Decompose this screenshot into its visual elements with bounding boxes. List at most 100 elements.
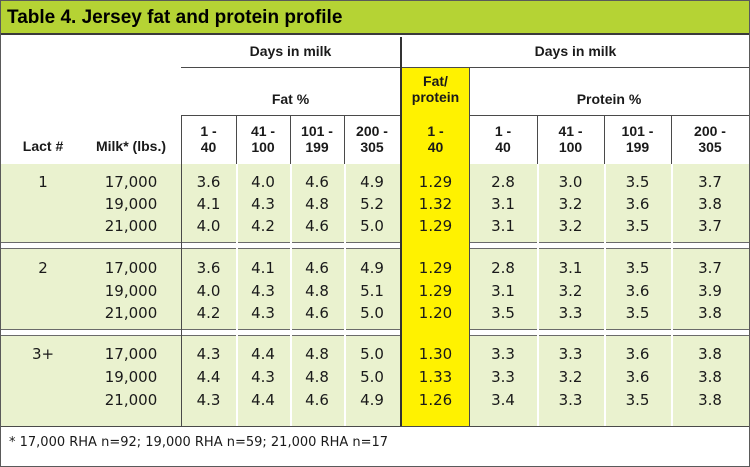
protein-cell: 3.7 — [698, 217, 722, 235]
fat-cell: 4.3 — [196, 391, 221, 409]
milk-cell: 21,000 — [104, 304, 158, 322]
group-separator-1 — [1, 242, 749, 249]
fat-protein-col-header: 1 - 40 — [427, 123, 444, 155]
header-rule-2b — [469, 115, 749, 116]
fat-protein-header: Fat/ protein — [411, 73, 460, 105]
fat-cell: 4.1 — [251, 259, 275, 277]
fat-cell: 5.0 — [360, 217, 384, 235]
protein-cell: 3.2 — [558, 195, 583, 213]
fat-cell: 4.3 — [251, 282, 275, 300]
prot-col-rule-1 — [537, 115, 538, 164]
fat-cell: 4.4 — [251, 345, 275, 363]
fat-cell: 5.0 — [360, 304, 384, 322]
protein-cell: 3.1 — [491, 217, 515, 235]
lact-label-1: 1 — [38, 173, 48, 191]
col-divider-fat-2 — [290, 164, 292, 426]
fat-cell: 4.6 — [305, 173, 329, 191]
fat-cell: 4.3 — [251, 195, 275, 213]
fat-cell: 5.2 — [360, 195, 384, 213]
fat-col-header-1: 1 - 40 — [200, 123, 217, 155]
protein-cell: 3.6 — [625, 368, 650, 386]
protein-cell: 3.9 — [698, 282, 722, 300]
group-band-3 — [1, 336, 749, 426]
fat-cell: 4.8 — [305, 345, 329, 363]
fat-protein-cell: 1.30 — [418, 345, 453, 363]
protein-cell: 3.3 — [558, 304, 583, 322]
protein-col-header-3: 101 - 199 — [621, 123, 654, 155]
fat-cell: 5.0 — [360, 368, 384, 386]
protein-cell: 3.4 — [491, 391, 515, 409]
protein-cell: 3.5 — [625, 304, 650, 322]
footnote-rule — [1, 426, 749, 427]
fat-cell: 4.6 — [305, 304, 329, 322]
protein-cell: 3.2 — [558, 282, 583, 300]
protein-cell: 3.6 — [625, 345, 650, 363]
fat-cell: 4.3 — [251, 368, 275, 386]
milk-cell: 17,000 — [104, 173, 158, 191]
milk-cell: 19,000 — [104, 368, 158, 386]
fat-cell: 5.1 — [360, 282, 384, 300]
fat-protein-highlight — [402, 67, 469, 426]
col-divider-fat-1 — [236, 164, 238, 426]
group-separator-2 — [1, 329, 749, 336]
protein-cell: 3.5 — [491, 304, 515, 322]
protein-cell: 3.3 — [491, 368, 515, 386]
col-divider-prot-2 — [604, 164, 606, 426]
protein-cell: 3.6 — [625, 282, 650, 300]
fat-cell: 4.4 — [196, 368, 221, 386]
table-title: Table 4. Jersey fat and protein profile — [1, 1, 749, 35]
milk-cell: 19,000 — [104, 282, 158, 300]
col-divider-prot-3 — [671, 164, 673, 426]
prot-col-rule-3 — [671, 115, 672, 164]
protein-cell: 3.8 — [698, 304, 722, 322]
protein-cell: 3.3 — [558, 345, 583, 363]
protein-cell: 3.0 — [558, 173, 583, 191]
fat-cell: 3.6 — [196, 173, 221, 191]
fat-protein-cell: 1.26 — [418, 391, 453, 409]
protein-col-header-2: 41 - 100 — [558, 123, 583, 155]
fat-cell: 4.9 — [360, 391, 384, 409]
header-rule-1 — [181, 67, 400, 68]
fat-cell: 4.6 — [305, 259, 329, 277]
milk-cell: 21,000 — [104, 217, 158, 235]
protein-cell: 2.8 — [491, 173, 515, 191]
fat-cell: 4.4 — [251, 391, 275, 409]
footnote: * 17,000 RHA n=92; 19,000 RHA n=59; 21,0… — [9, 435, 389, 450]
milk-cell: 17,000 — [104, 259, 158, 277]
fat-col-header-2: 41 - 100 — [250, 123, 276, 155]
lact-header: Lact # — [22, 138, 64, 154]
protein-cell: 3.1 — [491, 195, 515, 213]
fat-col-rule-1 — [236, 115, 237, 164]
days-in-milk-left-header: Days in milk — [249, 43, 332, 59]
fat-percent-header: Fat % — [271, 91, 310, 107]
fat-cell: 3.6 — [196, 259, 221, 277]
fat-protein-left-rule — [400, 37, 402, 426]
fat-cell: 4.6 — [305, 217, 329, 235]
protein-cell: 3.6 — [625, 195, 650, 213]
fat-protein-cell: 1.32 — [418, 195, 453, 213]
milk-header: Milk* (lbs.) — [95, 138, 166, 154]
fat-cell: 4.0 — [196, 282, 221, 300]
protein-cell: 3.8 — [698, 368, 722, 386]
protein-cell: 3.8 — [698, 195, 722, 213]
fat-cell: 4.3 — [251, 304, 275, 322]
protein-cell: 3.2 — [558, 368, 583, 386]
milk-cell: 19,000 — [104, 195, 158, 213]
fat-cell: 5.0 — [360, 345, 384, 363]
fat-protein-cell: 1.20 — [418, 304, 453, 322]
fat-cell: 4.8 — [305, 368, 329, 386]
protein-cell: 3.7 — [698, 259, 722, 277]
fat-col-rule-3 — [344, 115, 345, 164]
fat-cell: 4.9 — [360, 259, 384, 277]
fat-protein-cell: 1.29 — [418, 217, 453, 235]
col-divider-fat-3 — [344, 164, 346, 426]
protein-cell: 3.3 — [491, 345, 515, 363]
fat-protein-cell: 1.29 — [418, 282, 453, 300]
protein-cell: 3.1 — [491, 282, 515, 300]
protein-percent-header: Protein % — [576, 91, 642, 107]
col-divider-prot-1 — [537, 164, 539, 426]
milk-cell: 17,000 — [104, 345, 158, 363]
fat-col-rule-2 — [290, 115, 291, 164]
group-band-1 — [1, 164, 749, 242]
